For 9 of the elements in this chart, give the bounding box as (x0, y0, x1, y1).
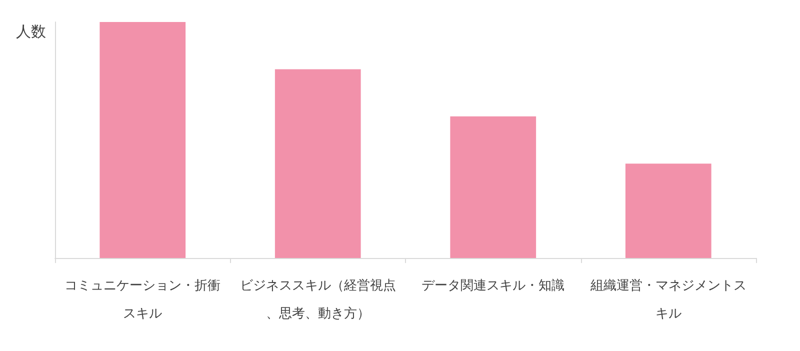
bar (274, 69, 361, 258)
bar (625, 164, 712, 258)
y-axis-title: 人数 (16, 22, 46, 40)
x-tick-label: ビジネススキル（経営視点、思考、動き方） (240, 278, 396, 322)
x-tick-label: データ関連スキル・知識 (422, 278, 565, 294)
bar (100, 22, 186, 258)
bar (450, 116, 536, 258)
x-tick-label: 組織運営・マネジメントスキル (589, 278, 746, 322)
x-tick-label: コミュニケーション・折衝スキル (64, 278, 221, 322)
